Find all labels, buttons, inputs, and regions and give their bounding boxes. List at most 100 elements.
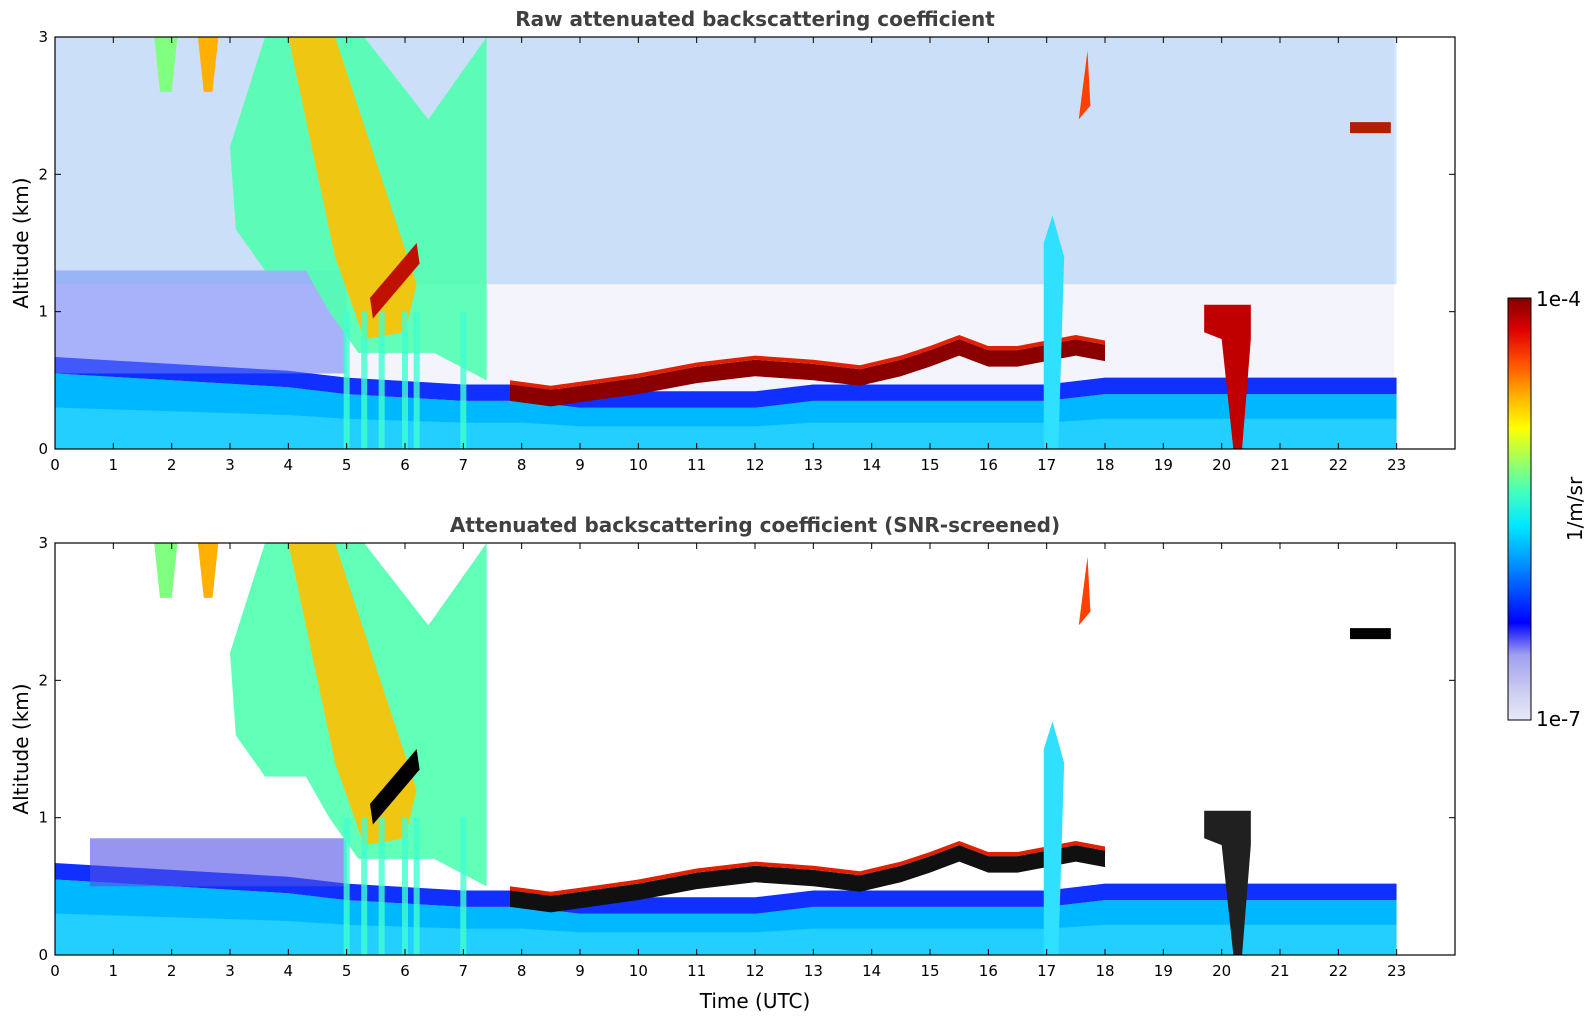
cirrus-streak (197, 543, 219, 598)
x-tick-label: 22 (1329, 456, 1348, 474)
x-tick-label: 21 (1270, 962, 1289, 980)
x-tick-label: 21 (1270, 456, 1289, 474)
cloud-top-rim (510, 841, 1105, 896)
x-tick-label: 5 (342, 962, 352, 980)
stratocumulus-deck (510, 845, 1105, 913)
x-tick-label: 16 (979, 962, 998, 980)
x-tick-label: 18 (1095, 962, 1114, 980)
no-data-region (1396, 37, 1455, 449)
y-tick-label: 3 (38, 534, 48, 552)
x-tick-label: 16 (979, 456, 998, 474)
x-tick-label: 15 (920, 456, 939, 474)
x-tick-label: 9 (575, 456, 585, 474)
colorbar-max-label: 1e-4 (1536, 287, 1581, 311)
heatmap-raw (55, 37, 1455, 449)
x-tick-label: 1 (109, 456, 119, 474)
x-tick-label: 0 (50, 962, 60, 980)
x-tick-label: 8 (517, 962, 527, 980)
x-tick-label: 23 (1387, 962, 1406, 980)
x-tick-label: 3 (225, 962, 235, 980)
x-tick-label: 2 (167, 962, 177, 980)
x-tick-label: 20 (1212, 962, 1231, 980)
ylabel-raw: Altitude (km) (9, 177, 33, 308)
melting-layer (370, 243, 420, 319)
x-tick-label: 17 (1037, 456, 1056, 474)
x-tick-label: 7 (459, 456, 469, 474)
high-cloud-fragment (1078, 50, 1091, 120)
colorbar-gradient (1507, 297, 1532, 721)
convective-tower (1043, 721, 1065, 955)
x-tick-label: 13 (804, 962, 823, 980)
panel-title-raw: Raw attenuated backscattering coefficien… (515, 7, 995, 31)
xlabel-time: Time (UTC) (699, 989, 811, 1013)
boundary-layer-edge (55, 357, 1397, 408)
x-tick-label: 12 (745, 962, 764, 980)
x-tick-label: 12 (745, 456, 764, 474)
x-tick-label: 0 (50, 456, 60, 474)
rain-shaft (361, 311, 368, 449)
x-tick-label: 11 (687, 962, 706, 980)
cirrus-streak (197, 37, 219, 92)
x-tick-label: 4 (284, 456, 294, 474)
cirrus-22h (1350, 122, 1391, 134)
x-tick-label: 7 (459, 962, 469, 980)
x-tick-label: 1 (109, 962, 119, 980)
panel-screened: Attenuated backscattering coefficient (S… (9, 513, 1456, 1013)
y-tick-label: 2 (38, 165, 48, 183)
y-tick-label: 3 (38, 28, 48, 46)
colorbar-min-label: 1e-7 (1536, 707, 1581, 731)
x-tick-label: 14 (862, 962, 881, 980)
x-tick-label: 5 (342, 456, 352, 474)
rain-shaft (343, 817, 350, 955)
colorbar: 1e-4 1e-7 1/m/sr (1507, 287, 1587, 731)
melting-layer (370, 749, 420, 825)
rain-shaft (378, 817, 385, 955)
convective-tower (1043, 215, 1065, 449)
x-tick-label: 2 (167, 456, 177, 474)
x-tick-label: 18 (1095, 456, 1114, 474)
x-tick-label: 19 (1154, 962, 1173, 980)
cirrus-streak (154, 37, 178, 92)
surface-aerosol-layer (55, 913, 1397, 955)
x-tick-label: 17 (1037, 962, 1056, 980)
cloud-top-rim (510, 335, 1105, 390)
high-cloud-fragment (1078, 556, 1091, 626)
y-tick-label: 0 (38, 946, 48, 964)
boundary-layer-edge (55, 863, 1397, 914)
heatmap-screened (55, 543, 1455, 955)
rain-shaft (343, 311, 350, 449)
precipitating-cloud-20h (1204, 810, 1251, 955)
cirrus-streak (154, 543, 178, 598)
residual-layer-noise (55, 270, 347, 374)
x-tick-label: 4 (284, 962, 294, 980)
x-tick-label: 6 (400, 962, 410, 980)
x-tick-label: 13 (804, 456, 823, 474)
y-tick-label: 1 (38, 303, 48, 321)
y-tick-label: 0 (38, 440, 48, 458)
cirrus-22h (1350, 628, 1391, 640)
colorbar-unit-label: 1/m/sr (1563, 476, 1587, 541)
x-tick-label: 10 (629, 456, 648, 474)
x-tick-label: 20 (1212, 456, 1231, 474)
surface-aerosol-layer (55, 407, 1397, 449)
y-tick-label: 2 (38, 671, 48, 689)
rain-shaft (361, 817, 368, 955)
precipitating-cloud-20h (1204, 304, 1251, 449)
y-tick-label: 1 (38, 809, 48, 827)
x-tick-label: 15 (920, 962, 939, 980)
rain-shaft (402, 817, 408, 955)
panel-title-screened: Attenuated backscattering coefficient (S… (450, 513, 1060, 537)
x-tick-label: 14 (862, 456, 881, 474)
x-tick-label: 6 (400, 456, 410, 474)
x-tick-label: 19 (1154, 456, 1173, 474)
ylabel-screened: Altitude (km) (9, 683, 33, 814)
residual-layer (90, 838, 347, 887)
rain-shaft (378, 311, 385, 449)
x-tick-label: 9 (575, 962, 585, 980)
x-tick-label: 22 (1329, 962, 1348, 980)
panel-raw: Raw attenuated backscattering coefficien… (9, 7, 1456, 474)
x-tick-label: 8 (517, 456, 527, 474)
x-tick-label: 23 (1387, 456, 1406, 474)
x-tick-label: 11 (687, 456, 706, 474)
